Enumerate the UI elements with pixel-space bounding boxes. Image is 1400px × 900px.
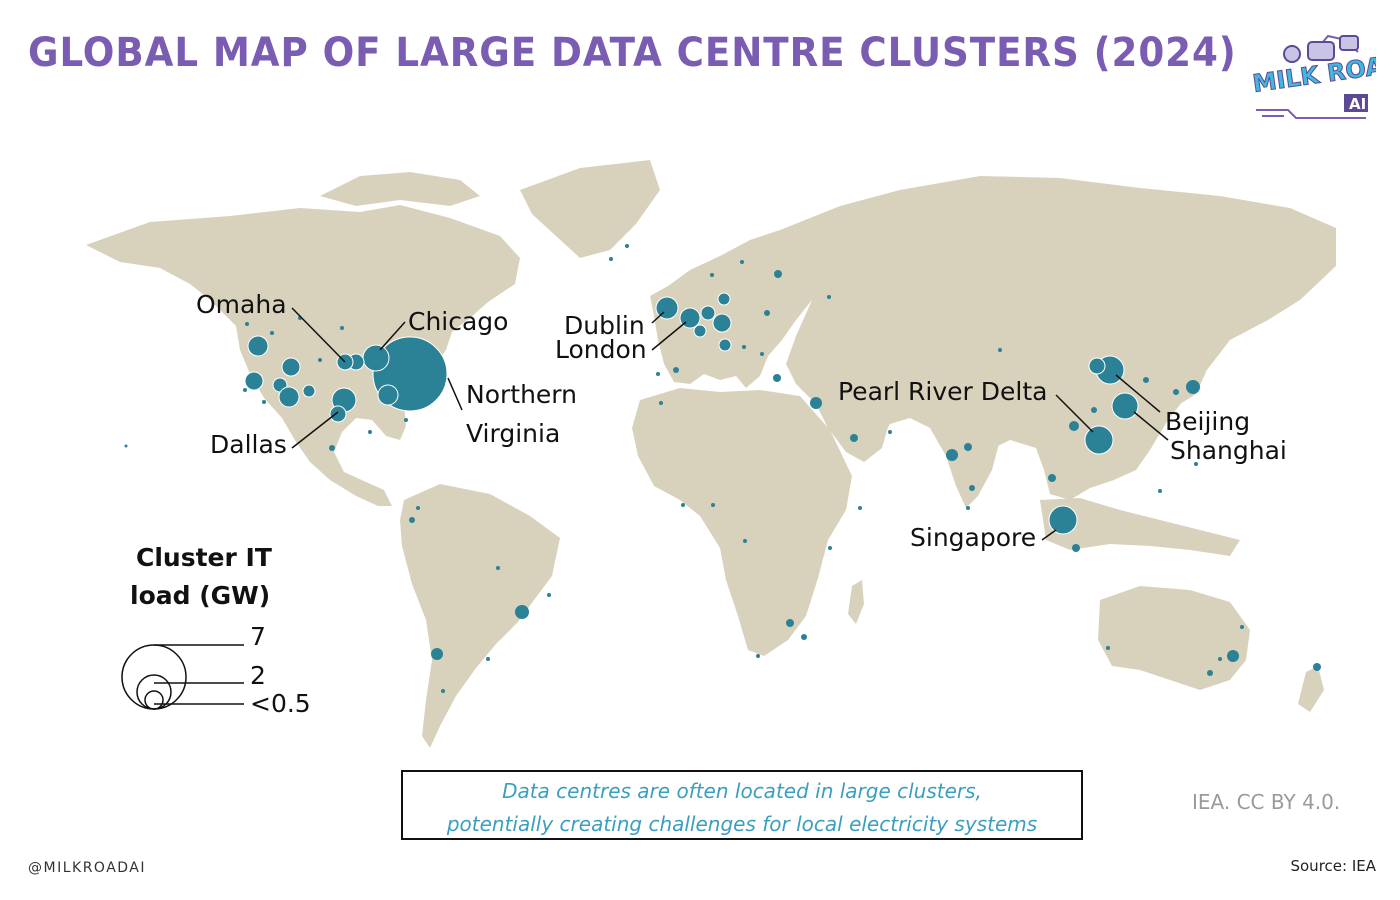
legend-title-1: Cluster IT — [136, 543, 272, 572]
cluster-singapore — [1048, 505, 1078, 535]
india — [930, 424, 1000, 508]
milk-road-ai-logo: MILK ROAD AI — [1248, 28, 1400, 124]
africa — [632, 388, 852, 656]
label-shanghai: Shanghai — [1170, 436, 1287, 465]
callout-line-1: Data centres are often located in large … — [502, 779, 982, 803]
legend-label-0-5: <0.5 — [250, 689, 311, 718]
label-dallas: Dallas — [210, 430, 287, 459]
leader-lines — [291, 307, 1169, 541]
japan — [1172, 352, 1206, 404]
label-london: London — [555, 335, 647, 364]
legend-label-7: 7 — [250, 622, 266, 651]
cluster-shanghai — [1111, 392, 1139, 420]
cluster-chicago — [362, 344, 390, 372]
label-omaha: Omaha — [196, 290, 287, 319]
small-cluster-dots — [124, 244, 1321, 693]
legend: Cluster IT load (GW) 7 2 <0.5 — [121, 543, 311, 718]
source-text: Source: IEA — [1290, 857, 1376, 875]
madagascar — [848, 580, 864, 624]
land-masses — [86, 160, 1336, 748]
canadian-arctic — [320, 172, 480, 206]
social-handle: @MILKROADAI — [28, 860, 147, 876]
cluster-pearl-river-delta — [1084, 425, 1114, 455]
label-beijing: Beijing — [1165, 407, 1250, 436]
north-america — [86, 205, 520, 506]
label-pearl-river-delta: Pearl River Delta — [838, 377, 1047, 406]
legend-title-2: load (GW) — [130, 581, 270, 610]
callout-box: Data centres are often located in large … — [401, 770, 1083, 840]
arabian-peninsula — [814, 396, 890, 462]
australia — [1098, 586, 1250, 690]
legend-label-2: 2 — [250, 661, 266, 690]
label-northern-virginia-2: Virginia — [466, 419, 560, 448]
callout-line-2: potentially creating challenges for loca… — [446, 812, 1038, 836]
credit-text: IEA. CC BY 4.0. — [1192, 790, 1341, 814]
label-northern-virginia-1: Northern — [466, 380, 577, 409]
asia — [780, 176, 1336, 500]
label-singapore: Singapore — [910, 523, 1036, 552]
svg-text:AI: AI — [1349, 95, 1366, 113]
major-cluster-bubbles — [244, 292, 1139, 535]
cluster-omaha — [247, 335, 269, 357]
south-america — [400, 484, 560, 748]
label-dublin: Dublin — [564, 311, 645, 340]
greenland — [520, 160, 660, 258]
label-chicago: Chicago — [408, 307, 508, 336]
page-title: GLOBAL MAP OF LARGE DATA CENTRE CLUSTERS… — [28, 30, 1237, 76]
legend-circle-0-5 — [144, 690, 164, 710]
legend-circle-7 — [121, 644, 187, 710]
se-asia-islands — [1040, 498, 1240, 556]
new-zealand — [1298, 666, 1324, 712]
europe — [650, 230, 820, 388]
